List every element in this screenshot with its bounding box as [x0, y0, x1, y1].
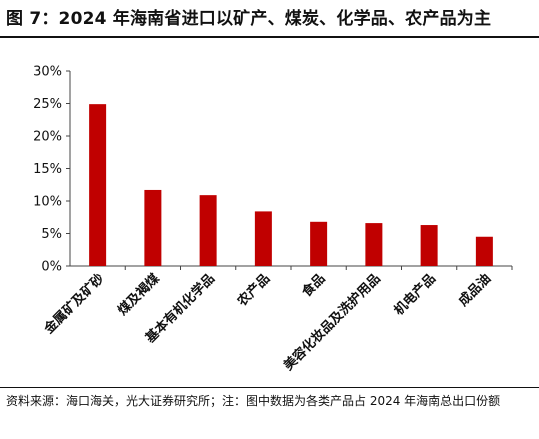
figure-title: 图 7：2024 年海南省进口以矿产、煤炭、化学品、农产品为主: [6, 9, 492, 29]
bar: [365, 223, 383, 266]
y-tick-label: 20%: [33, 130, 62, 145]
x-category-label: 机电产品: [391, 271, 439, 319]
x-category-label: 农产品: [234, 271, 274, 311]
bar: [310, 221, 328, 266]
bar: [475, 236, 493, 266]
y-axis-ticks: 0% 5% 10% 15% 20% 25% 30%: [33, 65, 70, 275]
y-tick-label: 15%: [33, 162, 62, 177]
bottom-rule: [0, 387, 539, 388]
y-tick-label: 30%: [33, 65, 62, 80]
x-category-label: 美容化妆品及洗护用品: [280, 271, 383, 374]
y-tick-label: 0%: [41, 260, 62, 275]
y-tick-label: 10%: [33, 195, 62, 210]
bar: [199, 195, 217, 266]
chart-bars: [89, 104, 493, 267]
source-note: 资料来源：海口海关，光大证券研究所；注：图中数据为各类产品占 2024 年海南总…: [6, 394, 501, 408]
bar: [144, 189, 162, 266]
chart-axes: [69, 71, 512, 267]
bar: [420, 225, 438, 266]
y-tick-label: 5%: [41, 227, 62, 242]
x-category-label: 煤及褐煤: [115, 271, 163, 319]
bar: [254, 211, 272, 266]
bar: [89, 104, 107, 267]
x-category-label: 金属矿及矿砂: [40, 271, 107, 338]
x-category-label: 成品油: [455, 271, 494, 310]
y-tick-label: 25%: [33, 97, 62, 112]
top-rule: [0, 36, 539, 38]
x-category-label: 食品: [299, 271, 329, 301]
